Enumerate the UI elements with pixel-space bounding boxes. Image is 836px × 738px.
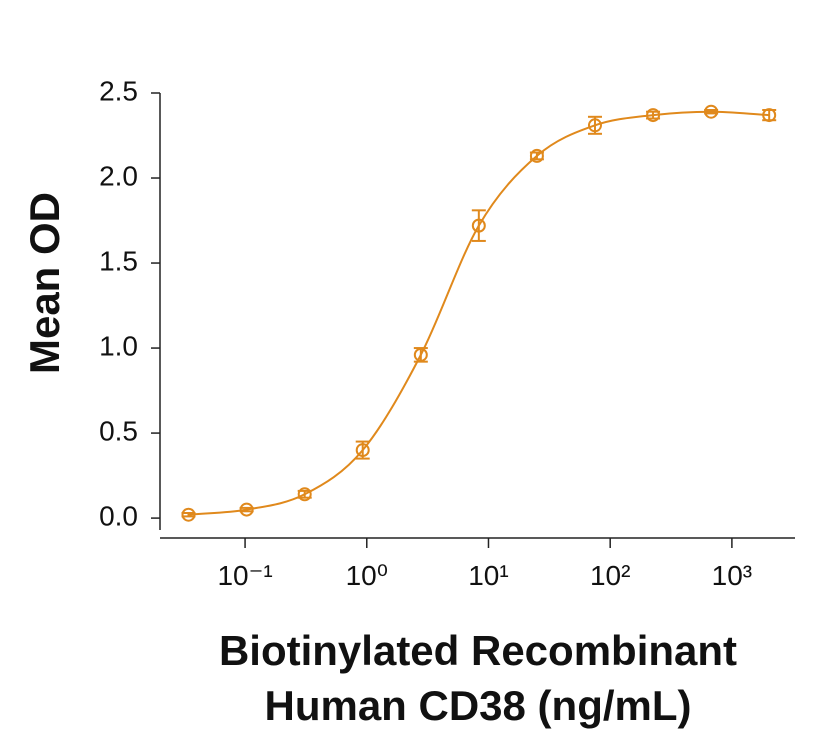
x-tick-label: 10³	[712, 560, 752, 591]
y-tick-label: 1.0	[99, 330, 138, 361]
data-point	[471, 218, 486, 233]
data-point	[704, 104, 719, 119]
fit-curve	[188, 110, 770, 516]
y-tick-label: 2.5	[99, 75, 138, 106]
x-tick-label: 10⁰	[346, 560, 388, 591]
data-point	[181, 507, 196, 522]
y-tick-label: 1.5	[99, 245, 138, 276]
x-tick-label: 10²	[590, 560, 630, 591]
data-point	[529, 148, 544, 163]
data-point	[646, 108, 661, 123]
x-axis-title: Biotinylated Recombinant	[219, 627, 737, 674]
data-point	[587, 118, 602, 133]
y-tick-label: 0.0	[99, 500, 138, 531]
y-tick-label: 0.5	[99, 415, 138, 446]
data-point	[413, 347, 428, 362]
x-tick-label: 10¹	[468, 560, 508, 591]
x-axis-title: Human CD38 (ng/mL)	[264, 682, 691, 729]
data-point	[762, 108, 777, 123]
data-point	[355, 443, 370, 458]
y-axis-title: Mean OD	[21, 192, 68, 374]
data-point	[297, 487, 312, 502]
data-point	[239, 502, 254, 517]
x-tick-label: 10⁻¹	[217, 560, 272, 591]
y-tick-label: 2.0	[99, 160, 138, 191]
